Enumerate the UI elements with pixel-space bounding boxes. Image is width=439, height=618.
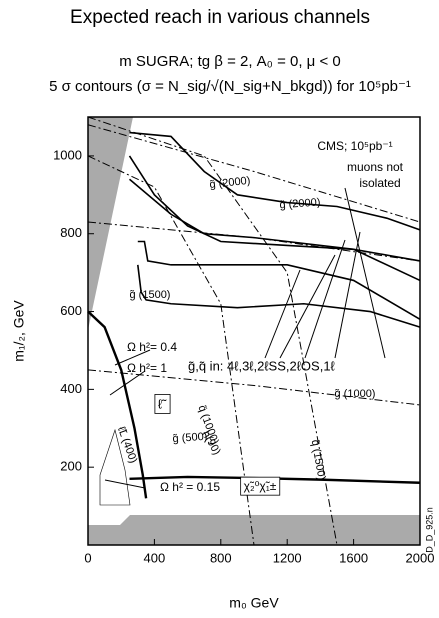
contour-line bbox=[87, 369, 421, 406]
y-tick-label: 600 bbox=[60, 303, 82, 318]
annotation: CMS; 10⁵pb⁻¹ bbox=[317, 139, 392, 153]
label-box bbox=[240, 476, 281, 496]
x-tick-label: 800 bbox=[210, 550, 232, 565]
annotation: q̃ (1500) bbox=[309, 439, 328, 482]
annotation: muons not bbox=[347, 160, 404, 174]
contour-line bbox=[137, 264, 421, 328]
contour-line bbox=[137, 240, 421, 321]
annotation: Ω h²= 0.4 bbox=[127, 340, 177, 354]
x-tick-label: 400 bbox=[144, 550, 166, 565]
subtitle: m SUGRA; tg β = 2, A₀ = 0, μ < 0 bbox=[119, 53, 341, 70]
annotation: g̃ (2000) bbox=[279, 196, 321, 211]
annotation: g̃ (1000) bbox=[334, 388, 375, 400]
annotation: g̃ (500) bbox=[172, 431, 208, 445]
hatched-region bbox=[99, 428, 131, 506]
annotation: χ̃₂⁰χ̃₁± bbox=[244, 479, 277, 493]
annotation: g̃ (1500) bbox=[129, 289, 170, 301]
x-axis-label: m₀ GeV bbox=[229, 595, 279, 611]
contour-line bbox=[87, 124, 421, 223]
y-axis-label: m₁/₂, GeV bbox=[11, 300, 27, 362]
annotation: Ω h² = 0.15 bbox=[160, 480, 220, 494]
x-tick-label: 2000 bbox=[406, 550, 435, 565]
y-tick-label: 200 bbox=[60, 459, 82, 474]
x-tick-label: 1200 bbox=[273, 550, 302, 565]
excluded-region bbox=[88, 515, 420, 545]
arrows bbox=[104, 187, 386, 489]
annotation: isolated bbox=[359, 176, 400, 190]
x-tick-label: 1600 bbox=[339, 550, 368, 565]
contour-line bbox=[87, 155, 255, 546]
label-box bbox=[154, 394, 171, 414]
excluded-region bbox=[88, 117, 133, 330]
contour-line bbox=[87, 116, 338, 546]
y-tick-label: 800 bbox=[60, 225, 82, 240]
annotation: g̃,q̃ in: 4ℓ,3ℓ,2ℓSS,2ℓOS,1ℓ bbox=[188, 358, 336, 373]
contour-line bbox=[87, 221, 421, 262]
contour-line bbox=[129, 131, 421, 231]
x-tick-label: 0 bbox=[84, 550, 91, 565]
y-tick-label: 1000 bbox=[53, 147, 82, 162]
chart-title: Expected reach in various channels bbox=[70, 7, 370, 28]
subtitle: 5 σ contours (σ = N_sig/√(N_sig+N_bkgd))… bbox=[49, 78, 411, 95]
annotation: g̃ (2000) bbox=[209, 175, 251, 191]
annotation: Ω h²= 1 bbox=[127, 361, 167, 375]
annotation: D_D_925.n bbox=[424, 507, 434, 553]
contour-line bbox=[87, 310, 148, 499]
y-tick-label: 400 bbox=[60, 381, 82, 396]
